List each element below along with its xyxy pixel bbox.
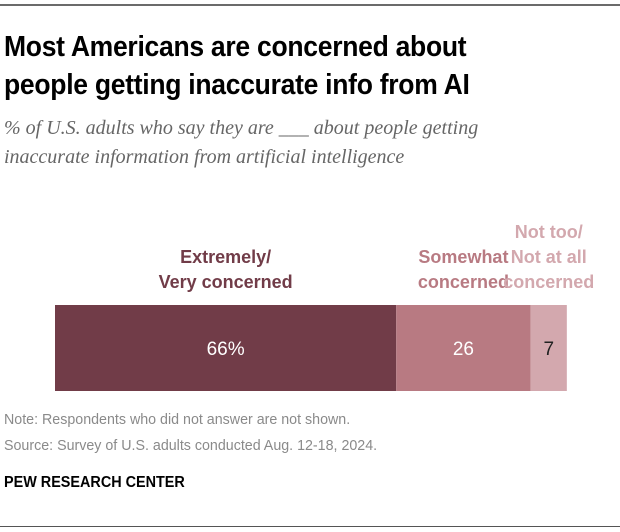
series-label-line: concerned xyxy=(417,272,509,292)
data-label-0: 66% xyxy=(207,339,245,360)
source-text: Source: Survey of U.S. adults conducted … xyxy=(4,437,378,454)
chart-title: Most Americans are concerned about peopl… xyxy=(4,28,573,104)
note-text: Note: Respondents who did not answer are… xyxy=(4,411,351,428)
series-label-line: Not too/ xyxy=(514,222,583,242)
series-label-line: concerned xyxy=(503,272,595,292)
bar-segment-0 xyxy=(55,305,397,391)
bar-segment-2 xyxy=(530,305,567,391)
chart-title-line-2: people getting inaccurate info from AI xyxy=(4,69,470,101)
series-label-line: Somewhat xyxy=(418,247,509,267)
series-label-1: Somewhat concerned xyxy=(418,245,509,295)
bottom-rule xyxy=(0,526,620,527)
series-label-line: Extremely/ xyxy=(180,247,272,267)
data-label-1: 26 xyxy=(453,339,474,360)
chart-title-line-1: Most Americans are concerned about xyxy=(4,31,467,63)
bar-segment-1 xyxy=(396,305,531,391)
chart-subtitle-line-1: % of U.S. adults who say they are ___ ab… xyxy=(4,117,479,139)
series-label-line: Very concerned xyxy=(158,272,293,292)
brand-logo-text: PEW RESEARCH CENTER xyxy=(4,474,185,491)
series-label-2: Not too/Not at all concerned xyxy=(503,220,594,295)
top-rule xyxy=(0,4,620,6)
chart-subtitle-line-2: inaccurate information from artificial i… xyxy=(4,146,405,168)
series-label-0: Extremely/Very concerned xyxy=(159,245,293,295)
chart-subtitle: % of U.S. adults who say they are ___ ab… xyxy=(4,114,478,172)
data-label-2: 7 xyxy=(543,339,554,360)
series-label-line: Not at all xyxy=(510,247,587,267)
